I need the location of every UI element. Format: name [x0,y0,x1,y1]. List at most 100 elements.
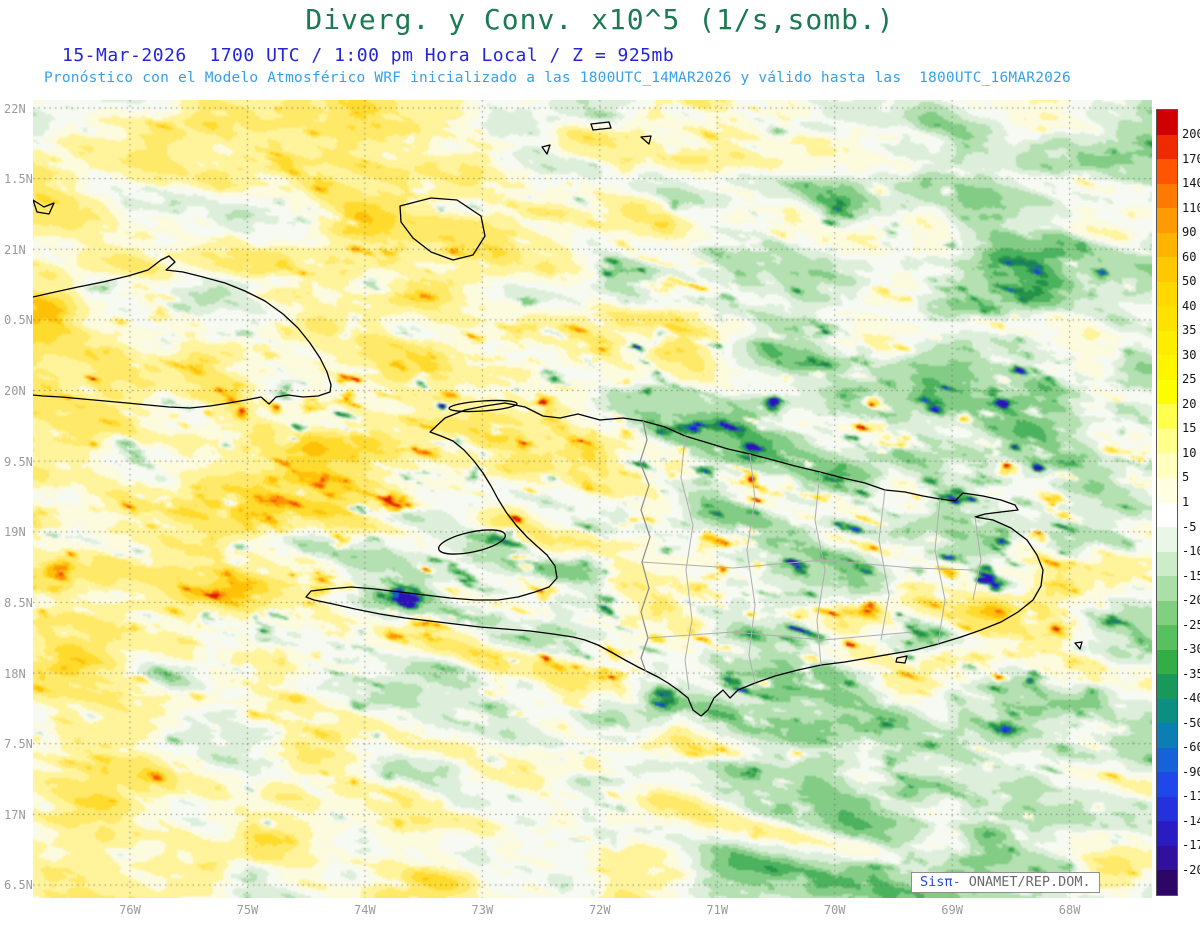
x-axis-label: 68W [1058,903,1081,917]
colorbar-label: 40 [1182,298,1197,313]
island-gonave [438,529,506,555]
colorbar-cell [1157,698,1177,724]
colorbar-label: 60 [1182,249,1197,264]
colorbar-cell [1157,625,1177,650]
x-axis-label: 72W [588,903,611,917]
watermark-brand: Sisπ [920,874,953,890]
y-axis-label: 22N [4,101,26,116]
y-axis-label: 20N [4,384,26,399]
coastline-hispaniola [305,402,1044,717]
colorbar-cell [1157,110,1177,135]
colorbar-cell [1157,428,1177,454]
colorbar-cell [1157,821,1177,846]
island-tortuga [448,399,518,413]
colorbar-cell [1157,477,1177,503]
colorbar-cell [1157,674,1177,699]
y-axis-label: 18N [4,666,26,681]
coastline-cuba [33,255,332,409]
colorbar-cell [1157,845,1177,871]
colorbar-label: -20 [1182,593,1200,608]
colorbar-label: 200 [1182,127,1200,142]
colorbar-cell [1157,772,1177,797]
colorbar-cell [1157,870,1177,895]
colorbar-cell [1157,183,1177,209]
colorbar-cell [1157,649,1177,675]
x-axis-label: 71W [706,903,729,917]
y-axis-label: 9.5N [4,454,33,469]
colorbar-cell [1157,134,1177,160]
colorbar-label: 170 [1182,151,1200,166]
y-axis-label: 6.5N [4,878,33,893]
watermark-credit: - ONAMET/REP.DOM. [952,874,1091,890]
colorbar-label: 110 [1182,200,1200,215]
border-haiti-dr [639,420,651,673]
colorbar-label: -110 [1182,789,1200,804]
colorbar-cell [1157,379,1177,405]
page-title: Diverg. y Conv. x10^5 (1/s,somb.) [305,3,895,36]
colorbar-cell [1157,159,1177,184]
colorbar-cell [1157,232,1177,258]
colorbar-cell [1157,208,1177,233]
colorbar-label: -10 [1182,544,1200,559]
colorbar-label: 10 [1182,445,1197,460]
y-axis-label: 7.5N [4,737,33,752]
colorbar-label: -5 [1182,519,1197,534]
divergence-field-canvas [33,100,1152,898]
y-axis-label: 8.5N [4,595,33,610]
colorbar-cell [1157,576,1177,601]
colorbar-label: 50 [1182,274,1197,289]
colorbar-label: -25 [1182,617,1200,632]
x-axis-label: 69W [941,903,963,917]
colorbar-label: -90 [1182,764,1200,779]
coastlines-overlay [33,121,1083,717]
colorbar-label: 20 [1182,396,1197,411]
colorbar-label: 15 [1182,421,1197,436]
colorbar-label: 25 [1182,372,1197,387]
watermark-box: Sisπ- ONAMET/REP.DOM. [911,872,1100,893]
colorbar-cell [1157,257,1177,282]
colorbar-label: -50 [1182,715,1200,730]
colorbar-label: -200 [1182,862,1200,877]
colorbar-label: 90 [1182,225,1197,240]
colorbar-cell [1157,600,1177,626]
y-axis-label: 19N [4,525,26,540]
colorbar-label: 5 [1182,470,1190,485]
x-axis-label: 73W [471,903,494,917]
colorbar-cell [1157,723,1177,748]
colorbar-cell [1157,527,1177,552]
province-borders [640,435,982,691]
colorbar-label: -35 [1182,666,1200,681]
colorbar-label: -40 [1182,691,1200,706]
colorbar-label: 30 [1182,347,1197,362]
x-axis-label: 74W [354,903,376,917]
subtitle-model: Pronóstico con el Modelo Atmosférico WRF… [44,70,1071,86]
colorbar-label: -30 [1182,642,1200,657]
y-axis-label: 21N [4,242,26,257]
y-axis-label: 17N [4,807,26,822]
colorbar-cell [1157,453,1177,478]
colorbar-label: -140 [1182,813,1200,828]
x-axis-label: 76W [119,903,141,917]
colorbar-cell [1157,747,1177,773]
colorbar-cell [1157,404,1177,429]
colorbar [1156,109,1178,896]
x-axis-label: 75W [236,903,259,917]
small-islands [541,121,1083,664]
colorbar-cell [1157,330,1177,356]
island-great-inagua [399,197,486,261]
colorbar-label: -170 [1182,838,1200,853]
colorbar-label: 1 [1182,495,1190,509]
subtitle-datetime: 15-Mar-2026 1700 UTC / 1:00 pm Hora Loca… [62,45,675,66]
colorbar-cell [1157,281,1177,307]
colorbar-cell [1157,502,1177,528]
y-axis-label: 1.5N [4,172,33,187]
colorbar-label: 35 [1182,323,1197,338]
colorbar-label: -15 [1182,568,1200,583]
colorbar-cell [1157,306,1177,331]
y-axis-label: 0.5N [4,313,33,328]
colorbar-cell [1157,551,1177,577]
coastline-fragment-icon [33,199,55,215]
colorbar-label: -60 [1182,740,1200,755]
colorbar-cell [1157,796,1177,822]
